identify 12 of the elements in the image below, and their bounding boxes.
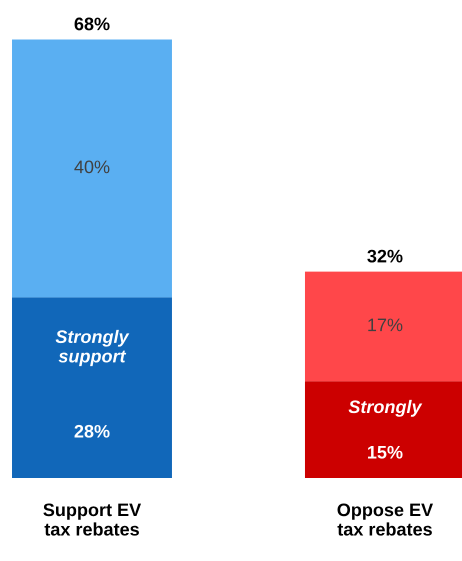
total-label: 32% [367, 250, 403, 263]
data-label: 17% [368, 318, 402, 332]
annotation: Strongly [348, 400, 422, 417]
data-label: 15% [368, 446, 403, 459]
x-tick-label: Oppose EV tax rebates [338, 503, 433, 536]
bar [12, 297, 172, 478]
bar [12, 39, 172, 298]
data-label: 28% [74, 424, 110, 438]
data-label: 40% [74, 160, 110, 174]
x-tick-label: Support EV tax rebates [43, 503, 142, 536]
annotation: Strongly support [56, 330, 130, 366]
total-label: 68% [74, 18, 110, 30]
